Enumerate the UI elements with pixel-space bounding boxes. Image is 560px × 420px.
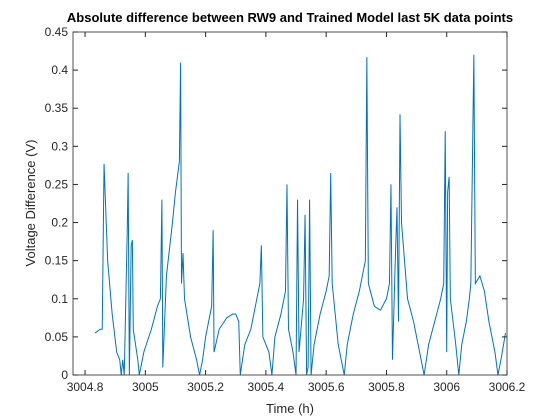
y-tick-label: 0 xyxy=(61,368,68,382)
data-line xyxy=(94,54,506,375)
y-tick-label: 0.2 xyxy=(51,216,68,230)
x-tick-label: 3005.4 xyxy=(248,380,285,394)
y-tick-label: 0.35 xyxy=(45,101,69,115)
x-tick-label: 3005.6 xyxy=(308,380,345,394)
x-tick-label: 3005 xyxy=(132,380,159,394)
y-tick-label: 0.4 xyxy=(51,63,68,77)
y-tick-label: 0.45 xyxy=(45,25,69,39)
y-tick-label: 0.3 xyxy=(51,139,68,153)
y-tick-label: 0.25 xyxy=(45,177,69,191)
x-tick-label: 3004.8 xyxy=(67,380,104,394)
chart-title: Absolute difference between RW9 and Trai… xyxy=(67,10,513,25)
y-tick-label: 0.15 xyxy=(45,254,69,268)
y-tick-label: 0.05 xyxy=(45,330,69,344)
y-tick-label: 0.1 xyxy=(51,292,68,306)
y-axis-label: Voltage Difference (V) xyxy=(23,140,38,267)
x-axis-label: Time (h) xyxy=(266,401,314,416)
x-tick-label: 3005.8 xyxy=(368,380,405,394)
x-tick-label: 3005.2 xyxy=(187,380,224,394)
x-tick-label: 3006.2 xyxy=(489,380,526,394)
x-tick-label: 3006 xyxy=(433,380,460,394)
plot-frame xyxy=(72,31,508,376)
